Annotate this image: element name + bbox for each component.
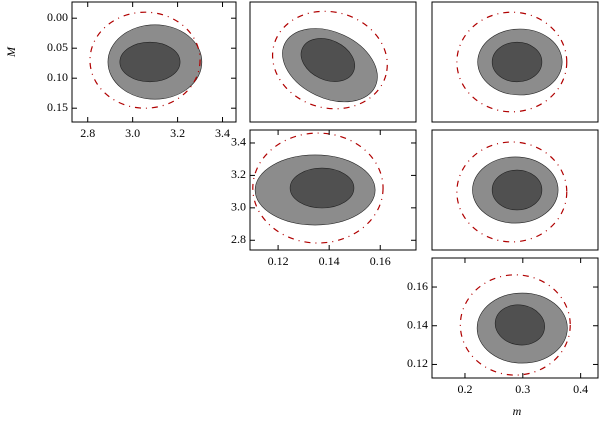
panel [456, 11, 568, 113]
confidence-region [491, 41, 543, 83]
x-tick-label: 0.4 [573, 382, 588, 396]
panel [271, 10, 388, 110]
confidence-contour-dashed [459, 274, 571, 376]
x-tick-label: 0.12 [268, 254, 289, 268]
y-tick-label: 0.16 [407, 279, 428, 293]
confidence-contour-dashed [252, 132, 384, 244]
x-tick-label: 3.4 [215, 126, 230, 140]
x-tick-label: 0.3 [515, 382, 530, 396]
panel-frame [249, 129, 417, 251]
x-tick-label: 2.8 [80, 126, 95, 140]
confidence-contour-dashed [89, 11, 201, 109]
x-tick-label: 0.2 [457, 382, 472, 396]
confidence-region [289, 167, 355, 209]
x-tick-label: 3.0 [125, 126, 140, 140]
y-tick-label: 0.05 [47, 40, 68, 54]
y-tick-label: 0.15 [47, 100, 68, 114]
y-tick-label: 0.10 [47, 70, 68, 84]
panel [89, 11, 203, 109]
panel [459, 274, 571, 376]
confidence-contour-dashed [456, 141, 568, 243]
panel-frame [431, 257, 599, 379]
confidence-region [491, 169, 543, 211]
y-axis-label: M [4, 46, 18, 58]
confidence-region [494, 304, 545, 346]
x-tick-label: 0.14 [319, 254, 340, 268]
confidence-region [119, 41, 181, 83]
y-tick-label: 3.0 [231, 200, 246, 214]
y-tick-label: 3.2 [231, 167, 246, 181]
x-tick-label: 3.2 [170, 126, 185, 140]
x-tick-label: 0.16 [370, 254, 391, 268]
panel [252, 132, 384, 244]
y-tick-label: 0.00 [47, 10, 68, 24]
y-tick-label: 3.4 [231, 135, 246, 149]
y-tick-label: 2.8 [231, 232, 246, 246]
panel-frame [249, 1, 417, 123]
y-tick-label: 0.12 [407, 356, 428, 370]
confidence-contour-dashed [456, 11, 568, 113]
x-axis-label: m [513, 404, 522, 418]
panel-frame [431, 129, 599, 251]
confidence-contour-dashed [271, 10, 388, 110]
panel-frame [71, 1, 237, 123]
panel-frame [431, 1, 599, 123]
panel [456, 141, 568, 243]
confidence-region [300, 38, 355, 82]
y-tick-label: 0.14 [407, 317, 428, 331]
